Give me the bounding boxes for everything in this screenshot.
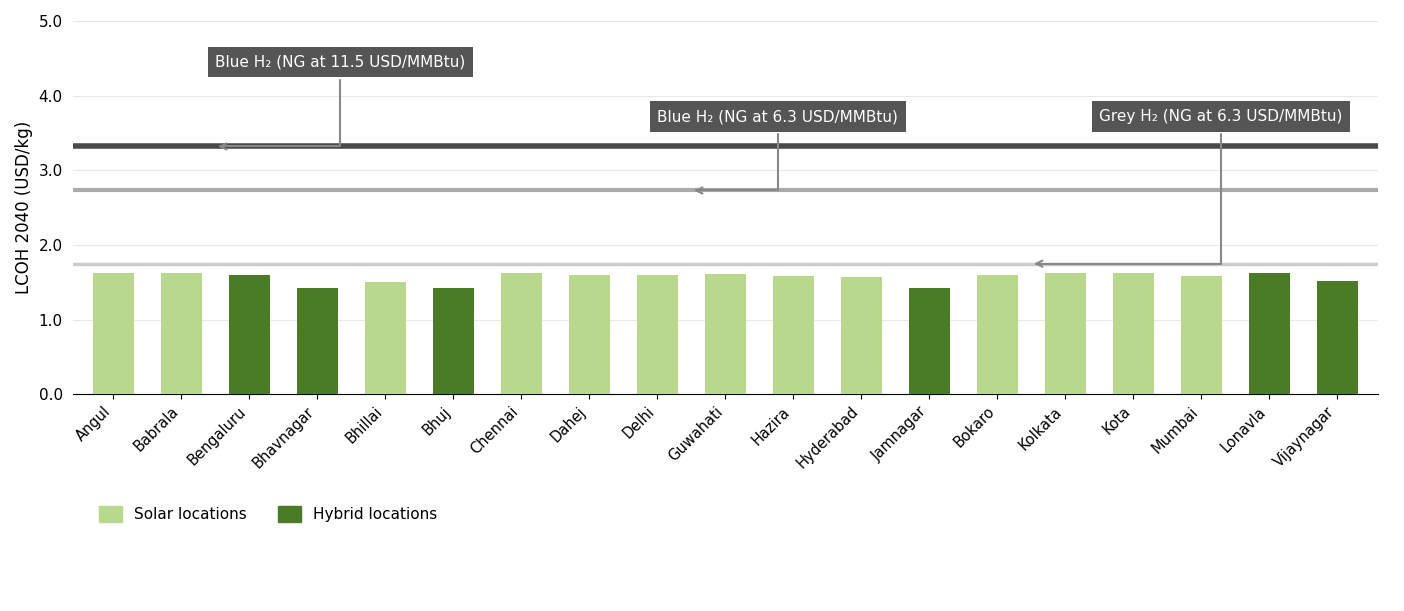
Bar: [1045, 273, 1085, 394]
Bar: [1248, 273, 1290, 394]
Text: Grey H₂ (NG at 6.3 USD/MMBtu): Grey H₂ (NG at 6.3 USD/MMBtu): [1036, 109, 1342, 267]
Bar: [908, 288, 949, 394]
Bar: [1317, 281, 1358, 394]
Y-axis label: LCOH 2040 (USD/kg): LCOH 2040 (USD/kg): [15, 121, 34, 295]
Bar: [637, 275, 678, 394]
Bar: [841, 277, 882, 394]
Text: Blue H₂ (NG at 6.3 USD/MMBtu): Blue H₂ (NG at 6.3 USD/MMBtu): [657, 109, 899, 194]
Bar: [1181, 276, 1221, 394]
Legend: Solar locations, Hybrid locations: Solar locations, Hybrid locations: [93, 500, 444, 529]
Bar: [772, 276, 814, 394]
Bar: [229, 275, 270, 394]
Bar: [705, 274, 746, 394]
Bar: [161, 273, 202, 394]
Bar: [432, 288, 473, 394]
Text: Blue H₂ (NG at 11.5 USD/MMBtu): Blue H₂ (NG at 11.5 USD/MMBtu): [215, 54, 466, 150]
Bar: [977, 275, 1018, 394]
Bar: [93, 273, 133, 394]
Bar: [365, 282, 406, 394]
Bar: [1113, 273, 1154, 394]
Bar: [296, 288, 338, 394]
Bar: [569, 275, 609, 394]
Bar: [501, 273, 542, 394]
